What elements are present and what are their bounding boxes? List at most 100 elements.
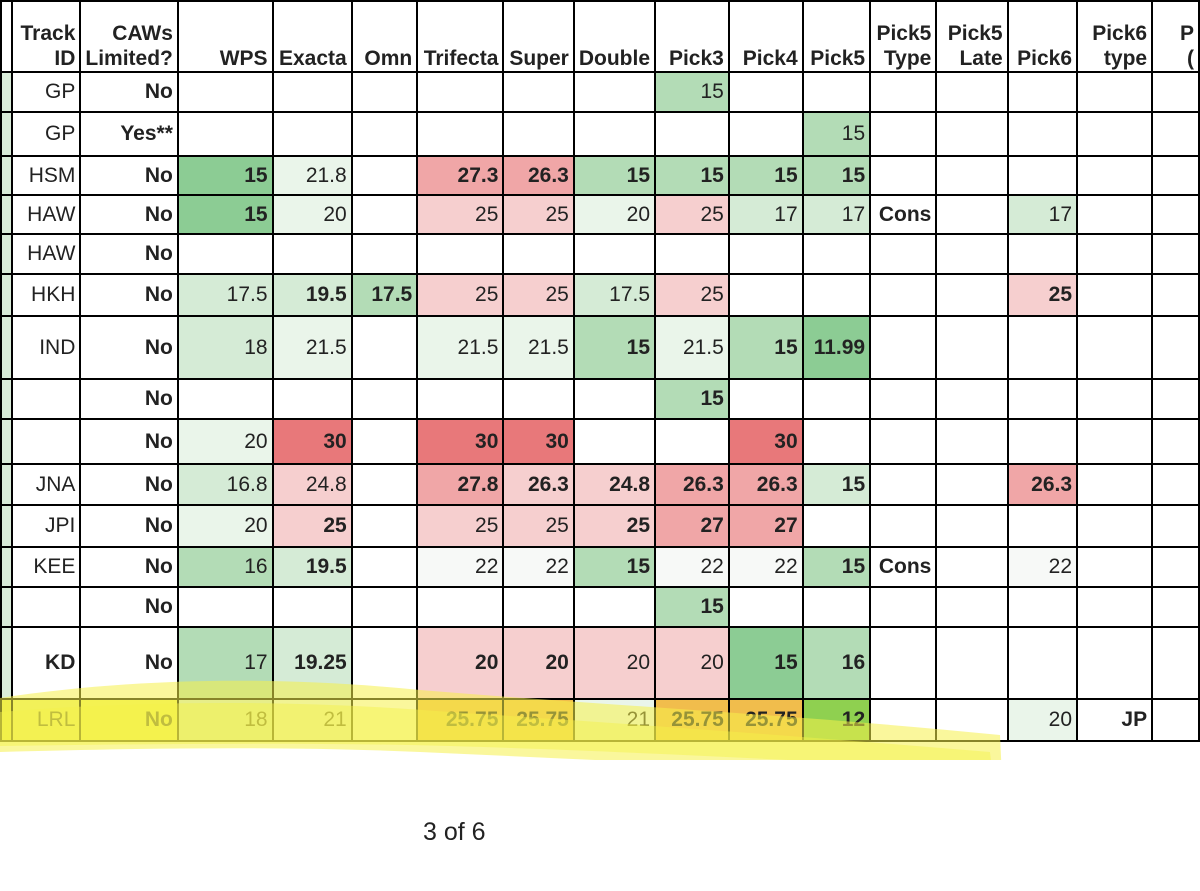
caws-limited-cell: No — [79, 698, 179, 742]
cut-off-cell — [1151, 315, 1200, 380]
exacta-cell: 19.25 — [271, 626, 353, 700]
pick5-type-cell — [869, 273, 938, 317]
pick3-cell: 26.3 — [654, 463, 730, 506]
track-id-cell: HKH — [11, 273, 82, 317]
cut-off-cell — [1151, 378, 1200, 420]
pick3-cell: 15 — [654, 71, 730, 113]
superfecta-cell: 20 — [502, 626, 575, 700]
caws-limited-cell: No — [79, 586, 179, 628]
table-row: JPI No 20 25 25 25 25 27 27 — [0, 504, 1200, 548]
wps-cell: 18 — [176, 698, 274, 742]
pick5-cell — [801, 378, 872, 420]
track-id-cell: JPI — [11, 504, 82, 548]
caws-limited-cell: No — [79, 233, 179, 275]
pick6-type-cell — [1076, 233, 1154, 275]
exacta-cell — [271, 71, 353, 113]
pick6-type-cell — [1076, 546, 1154, 588]
cut-off-cell — [1151, 504, 1200, 548]
cut-off-cell — [1151, 155, 1200, 196]
superfecta-cell: 25 — [502, 504, 575, 548]
superfecta-cell — [502, 378, 575, 420]
row-edge — [0, 463, 14, 506]
table-row: IND No 18 21.5 21.5 21.5 15 21.5 15 11.99 — [0, 315, 1200, 380]
pick5-type-cell — [869, 71, 938, 113]
trifecta-header: Trifecta — [416, 0, 505, 73]
pick4-cell — [727, 586, 804, 628]
pick5-cell — [801, 273, 872, 317]
table-row: No 15 — [0, 378, 1200, 420]
omni-cell — [350, 194, 419, 235]
pick6-type-cell — [1076, 418, 1154, 465]
pick3-cell — [654, 111, 730, 157]
pick3-cell: 15 — [654, 586, 730, 628]
pick5-type-cell — [869, 418, 938, 465]
pick5-late-cell — [935, 194, 1009, 235]
pick4-cell: 26.3 — [727, 463, 804, 506]
pick5-cell: 17 — [801, 194, 872, 235]
row-edge — [0, 194, 14, 235]
pick5-late-cell — [935, 155, 1009, 196]
row-edge — [0, 0, 14, 73]
track-id-cell: HAW — [11, 194, 82, 235]
table-row: LRL No 18 21 25.75 25.75 21 25.75 25.75 12 20 JP — [0, 698, 1200, 742]
wps-cell — [176, 586, 274, 628]
exacta-cell — [271, 111, 353, 157]
superfecta-cell: 25 — [502, 273, 575, 317]
track-id-cell: KD — [11, 626, 82, 700]
pick3-cell — [654, 418, 730, 465]
omni-cell — [350, 378, 419, 420]
pick5-type-cell: Cons — [869, 194, 938, 235]
pick5-type-cell — [869, 586, 938, 628]
exacta-cell — [271, 586, 353, 628]
row-edge — [0, 586, 14, 628]
track-id-cell — [11, 378, 82, 420]
pick4-cell — [727, 71, 804, 113]
track-id-cell: GP — [11, 71, 82, 113]
trifecta-cell — [416, 111, 505, 157]
table-row: JNA No 16.8 24.8 27.8 26.3 24.8 26.3 26.3 15 26.3 — [0, 463, 1200, 506]
trifecta-cell: 22 — [416, 546, 505, 588]
wps-cell — [176, 378, 274, 420]
pick3-header: Pick3 — [654, 0, 730, 73]
pick3-cell: 21.5 — [654, 315, 730, 380]
pick6-cell: 22 — [1006, 546, 1079, 588]
table-row: HAW No 15 20 25 25 20 25 17 17 Cons 17 — [0, 194, 1200, 235]
superfecta-cell — [502, 586, 575, 628]
pick6-type-header: Pick6 type — [1076, 0, 1154, 73]
pick5-cell — [801, 586, 872, 628]
pick6-cell: 17 — [1006, 194, 1079, 235]
pick5-late-cell — [935, 273, 1009, 317]
pick4-cell: 27 — [727, 504, 804, 548]
pick4-cell: 15 — [727, 626, 804, 700]
omni-cell — [350, 233, 419, 275]
pick5-type-cell — [869, 155, 938, 196]
exacta-cell: 19.5 — [271, 273, 353, 317]
pick6-cell: 26.3 — [1006, 463, 1079, 506]
cut-off-cell — [1151, 698, 1200, 742]
pick5-late-cell — [935, 233, 1009, 275]
omni-cell — [350, 418, 419, 465]
track-id-cell: GP — [11, 111, 82, 157]
omni-cell — [350, 626, 419, 700]
table-row: GP Yes** 15 — [0, 111, 1200, 157]
pick4-header: Pick4 — [727, 0, 804, 73]
pick3-cell: 15 — [654, 378, 730, 420]
pick6-cell — [1006, 71, 1079, 113]
pick5-type-cell — [869, 504, 938, 548]
pick5-type-cell — [869, 463, 938, 506]
pick6-type-cell — [1076, 273, 1154, 317]
double-cell: 15 — [572, 155, 657, 196]
double-cell: 20 — [572, 626, 657, 700]
double-cell: 25 — [572, 504, 657, 548]
pick5-type-cell — [869, 315, 938, 380]
header-row: Track ID CAWs Limited? WPS Exacta Omn Trif… — [0, 0, 1200, 73]
pick3-cell: 25.75 — [654, 698, 730, 742]
pick5-cell: 15 — [801, 546, 872, 588]
pick5-late-cell — [935, 418, 1009, 465]
trifecta-cell — [416, 586, 505, 628]
row-edge — [0, 378, 14, 420]
cut-off-cell — [1151, 463, 1200, 506]
pick6-type-cell — [1076, 155, 1154, 196]
double-cell — [572, 233, 657, 275]
pick5-late-cell — [935, 315, 1009, 380]
